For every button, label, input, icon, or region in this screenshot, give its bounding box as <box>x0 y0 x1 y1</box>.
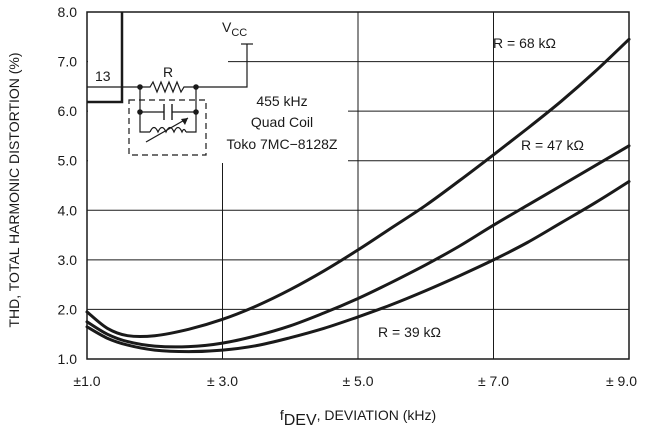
x-tick-label: ± 5.0 <box>342 373 373 389</box>
coil-frequency: 455 kHz <box>256 93 307 109</box>
y-tick-label: 3.0 <box>58 252 78 268</box>
y-tick-label: 5.0 <box>58 153 78 169</box>
tick-labels: ±1.0 ± 3.0 ± 5.0 ± 7.0 ± 9.0 1.0 2.0 3.0 4.0 5.0 6… <box>58 4 638 389</box>
series-curves <box>85 37 631 354</box>
y-tick-label: 8.0 <box>58 4 78 20</box>
series-label-68k: R = 68 kΩ <box>493 35 556 51</box>
resistor-label: R <box>163 64 173 80</box>
inductor-coil <box>149 126 187 134</box>
y-tick-label: 7.0 <box>58 54 78 70</box>
curve-r-47k <box>85 144 631 349</box>
x-tick-label: ± 9.0 <box>606 373 637 389</box>
plot-frame <box>86 11 630 360</box>
vcc-main: V <box>222 19 232 35</box>
x-axis-label-subscript: DEV <box>284 412 317 429</box>
x-axis-label-suffix: , DEVIATION (kHz) <box>317 407 437 423</box>
pin-number: 13 <box>95 68 111 84</box>
series-labels: R = 68 kΩ R = 47 kΩ R = 39 kΩ <box>378 35 584 340</box>
resistor-symbol <box>140 80 196 94</box>
coil-can-outline <box>128 99 207 156</box>
series-label-47k: R = 47 kΩ <box>521 137 584 153</box>
coil-part-number: Toko 7MC−8128Z <box>227 136 338 152</box>
x-tick-label: ± 7.0 <box>478 373 509 389</box>
x-axis-label: fDEV, DEVIATION (kHz) <box>280 407 436 429</box>
vcc-sub: CC <box>231 27 247 39</box>
circuit-inset: 13 R VCC 455 kHz Quad Coil Toko 7MC−8128… <box>87 12 348 163</box>
vcc-label: VCC <box>222 19 247 39</box>
vcc-wire <box>196 44 248 88</box>
coil-type: Quad Coil <box>251 114 313 130</box>
curve-r-39k <box>85 180 631 354</box>
series-label-39k: R = 39 kΩ <box>378 324 441 340</box>
pin-wire <box>87 12 124 104</box>
tuning-arrow <box>145 117 189 143</box>
y-axis-label: THD, TOTAL HARMONIC DISTORTION (%) <box>6 52 22 327</box>
circuit-text-mask <box>88 95 348 163</box>
tuning-arrowhead <box>181 118 188 125</box>
x-axis-label-prefix: f <box>280 407 284 423</box>
curve-r-68k <box>85 37 631 339</box>
x-tick-label: ±1.0 <box>73 373 100 389</box>
y-tick-label: 4.0 <box>58 202 78 218</box>
coil-wire <box>186 112 197 133</box>
x-tick-label: ± 3.0 <box>207 373 238 389</box>
coil-wire <box>139 112 150 133</box>
y-tick-label: 2.0 <box>58 301 78 317</box>
y-tick-label: 6.0 <box>58 103 78 119</box>
y-tick-label: 1.0 <box>58 351 78 367</box>
